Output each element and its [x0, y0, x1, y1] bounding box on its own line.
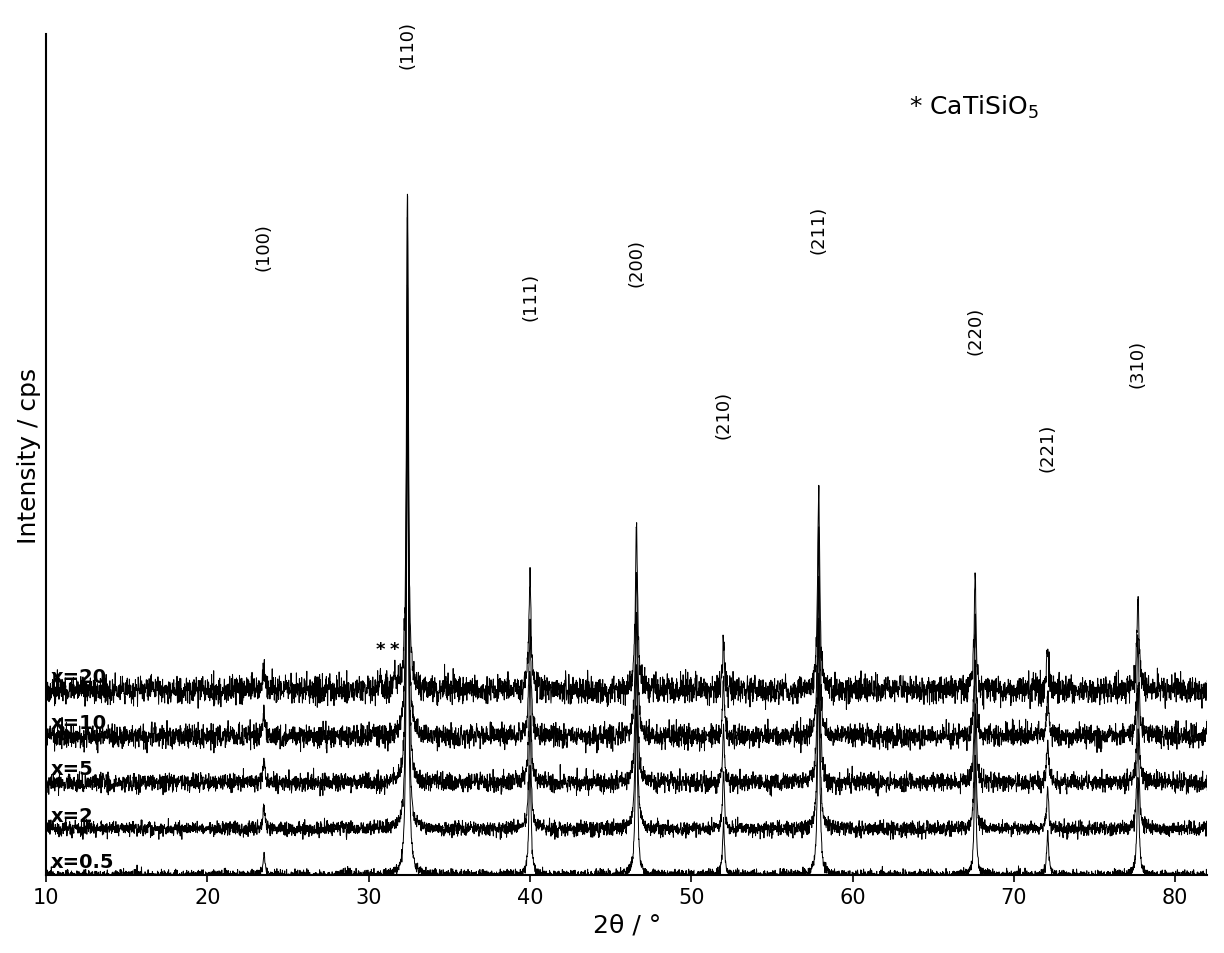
- Text: x=10: x=10: [51, 713, 108, 732]
- Text: * CaTiSiO$_5$: * CaTiSiO$_5$: [909, 94, 1039, 121]
- Text: (310): (310): [1129, 340, 1147, 388]
- Text: (200): (200): [628, 239, 645, 287]
- Text: (110): (110): [399, 21, 416, 69]
- Text: (100): (100): [255, 223, 273, 271]
- Text: x=5: x=5: [51, 760, 94, 779]
- Text: (220): (220): [966, 306, 984, 355]
- Text: *: *: [376, 640, 384, 659]
- Text: (221): (221): [1039, 424, 1056, 472]
- Text: x=0.5: x=0.5: [51, 852, 115, 871]
- X-axis label: 2θ / °: 2θ / °: [592, 912, 661, 937]
- Text: (111): (111): [521, 273, 539, 321]
- Text: (211): (211): [810, 206, 827, 253]
- Text: x=20: x=20: [51, 667, 108, 686]
- Text: x=2: x=2: [51, 805, 94, 824]
- Text: (210): (210): [715, 391, 732, 438]
- Y-axis label: Intensity / cps: Intensity / cps: [17, 367, 40, 543]
- Text: *: *: [389, 640, 399, 659]
